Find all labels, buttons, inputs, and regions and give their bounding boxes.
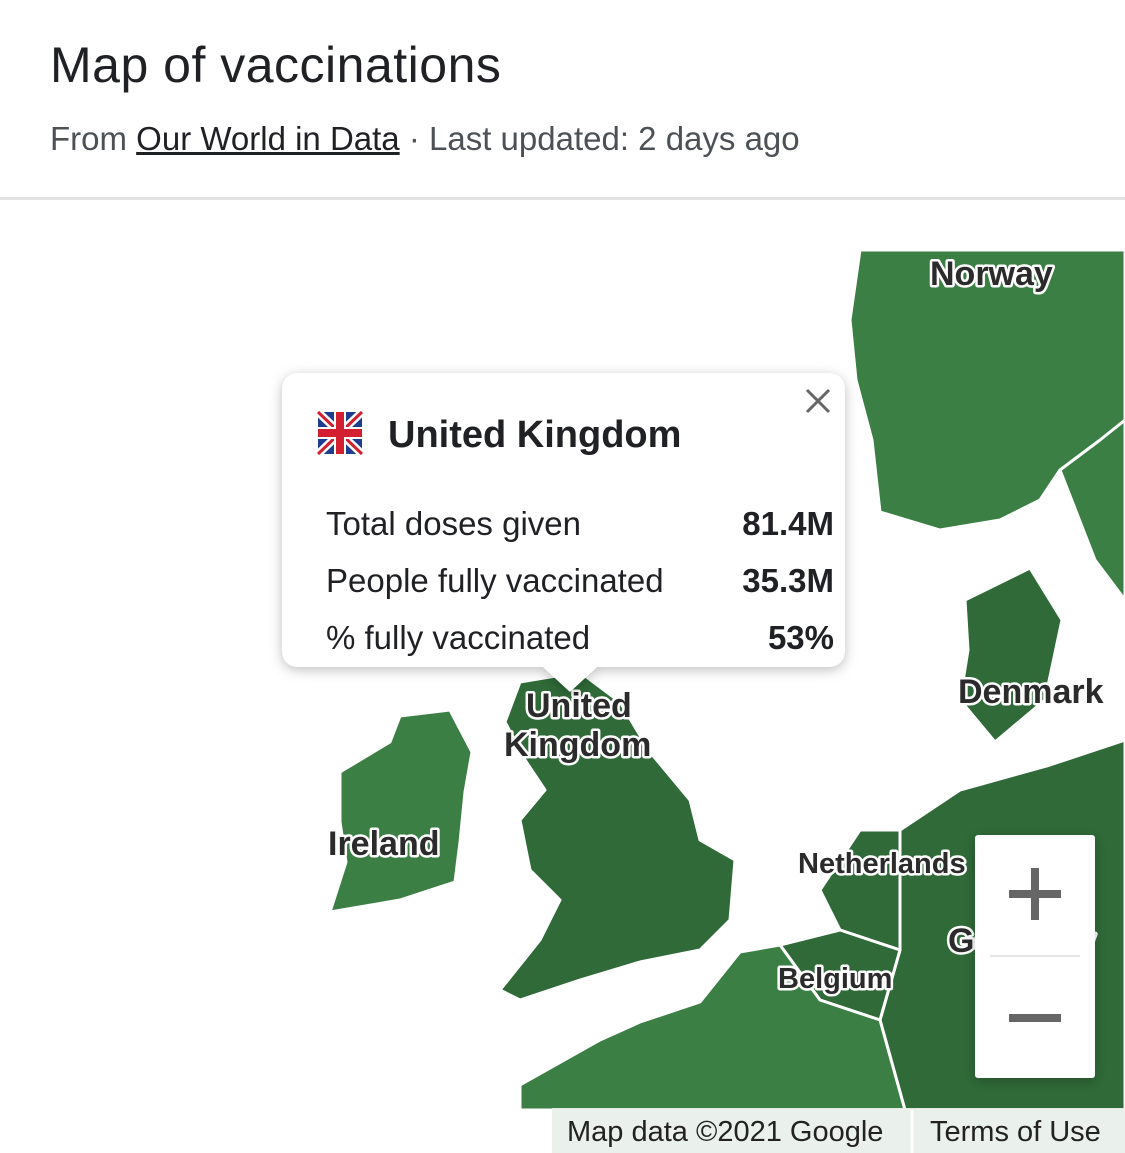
- map-label: Denmark: [958, 673, 1104, 711]
- flag-icon: [315, 409, 365, 457]
- map-label: Norway: [930, 255, 1053, 293]
- tooltip-title: United Kingdom: [388, 414, 681, 456]
- zoom-in[interactable]: [1009, 868, 1061, 920]
- map-footer: Map data ©2021 Google Terms of Use: [552, 1108, 1125, 1153]
- sweden[interactable]: [1058, 418, 1125, 602]
- map-label: Kingdom: [504, 726, 651, 764]
- map-label: Belgium: [778, 963, 892, 995]
- land: [328, 248, 1125, 1112]
- source-line: From Our World in Data · Last updated: 2…: [50, 120, 800, 158]
- great-britain[interactable]: [498, 670, 737, 1002]
- last-updated: Last updated: 2 days ago: [429, 120, 800, 157]
- title: Map of vaccinations: [50, 37, 502, 93]
- ireland[interactable]: [328, 708, 474, 914]
- denmark[interactable]: [958, 566, 1064, 744]
- map: Norway Denmark United Kingdom Ireland Ne…: [282, 248, 1125, 1153]
- zoom-control: [975, 835, 1095, 1078]
- row-label: % fully vaccinated: [326, 619, 590, 656]
- map-labels: Norway Denmark United Kingdom Ireland Ne…: [326, 253, 1107, 998]
- footer-bg: [552, 1108, 1125, 1153]
- map-label: Ireland: [328, 825, 439, 863]
- source-prefix: From: [50, 120, 127, 157]
- map-label: Netherlands: [798, 848, 966, 880]
- row-label: Total doses given: [326, 505, 581, 542]
- row-value: 81.4M: [742, 505, 834, 542]
- tooltip: United Kingdom Total doses given 81.4M Peo…: [282, 373, 845, 692]
- attribution: Map data ©2021 Google: [567, 1116, 883, 1148]
- tooltip-box: [282, 373, 845, 692]
- separator: ·: [408, 120, 420, 157]
- norway[interactable]: [848, 248, 1125, 562]
- terms-link[interactable]: Terms of Use: [930, 1116, 1101, 1148]
- row-value: 35.3M: [742, 562, 834, 599]
- tooltip-rows: Total doses given 81.4M People fully vacci…: [326, 505, 834, 656]
- close-button[interactable]: [805, 388, 831, 414]
- card-header: Map of vaccinations From Our World in Da…: [0, 0, 1125, 200]
- map-label: United: [526, 687, 632, 725]
- row-value: 53%: [768, 619, 834, 656]
- row-label: People fully vaccinated: [326, 562, 664, 599]
- source-link[interactable]: Our World in Data: [136, 120, 400, 157]
